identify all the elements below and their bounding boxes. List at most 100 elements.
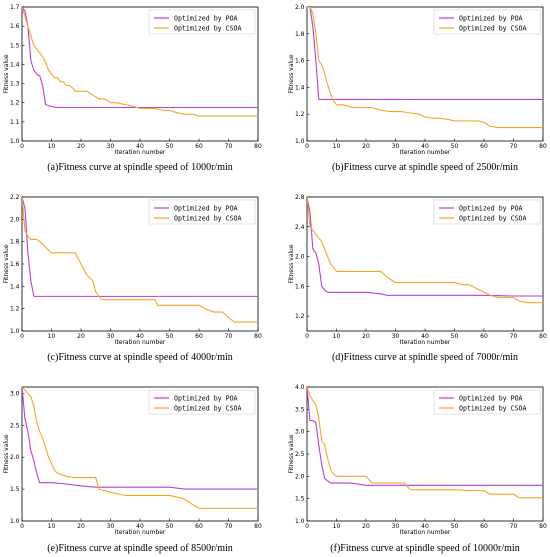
y-tick-label: 1.0 [10, 328, 20, 335]
chart-panel-5: 0 10 20 30 40 50 60 70 80 1.0 1.5 2.0 2.5 3.0 3.5 4.0 It… [288, 384, 547, 554]
legend-entry: Optimized by CSOA [174, 214, 242, 222]
x-tick-label: 30 [107, 333, 115, 340]
y-tick-label: 1.2 [10, 100, 20, 107]
x-tick-label: 70 [510, 333, 518, 340]
x-tick-label: 70 [510, 523, 518, 530]
x-tick-label: 10 [48, 523, 56, 530]
x-tick-label: 20 [77, 333, 85, 340]
x-axis-label: Iteration number [400, 339, 451, 346]
y-tick-label: 3.0 [10, 390, 20, 397]
x-tick-label: 70 [510, 143, 518, 150]
x-tick-label: 70 [225, 333, 233, 340]
series-line-csoa [307, 7, 543, 129]
x-tick-label: 40 [136, 143, 144, 150]
x-tick-label: 50 [451, 143, 459, 150]
x-tick-label: 0 [20, 333, 24, 340]
series-line-csoa [22, 387, 258, 509]
x-axis-label: Iteration number [115, 339, 166, 346]
y-tick-label: 1.0 [295, 138, 305, 145]
x-tick-label: 20 [362, 523, 370, 530]
x-tick-label: 60 [195, 143, 203, 150]
y-axis-label: Fitness value [3, 244, 10, 283]
x-tick-label: 0 [305, 143, 309, 150]
y-axis-label: Fitness value [288, 54, 295, 93]
x-tick-label: 0 [305, 523, 309, 530]
y-axis-label: Fitness value [3, 434, 10, 473]
y-tick-label: 2.0 [10, 454, 20, 461]
y-tick-label: 1.0 [10, 518, 20, 525]
x-tick-label: 30 [392, 523, 400, 530]
series-line-poa [307, 197, 543, 297]
x-tick-label: 30 [107, 143, 115, 150]
legend-entry: Optimized by POA [459, 14, 523, 22]
x-tick-label: 60 [480, 143, 488, 150]
x-tick-label: 20 [362, 143, 370, 150]
x-tick-label: 10 [333, 333, 341, 340]
y-tick-label: 1.2 [295, 313, 305, 320]
y-tick-label: 2.0 [295, 4, 305, 11]
x-tick-label: 50 [166, 523, 174, 530]
series-line-csoa [22, 7, 258, 117]
x-tick-label: 10 [333, 143, 341, 150]
y-axis-label: Fitness value [288, 434, 295, 473]
legend-entry: Optimized by CSOA [459, 24, 527, 32]
x-tick-label: 60 [480, 333, 488, 340]
y-tick-label: 4.0 [295, 384, 305, 391]
y-tick-label: 1.5 [295, 496, 305, 503]
series-line-poa [22, 387, 258, 490]
x-tick-label: 50 [166, 333, 174, 340]
legend-box [148, 9, 256, 35]
chart-panel-2: 0 10 20 30 40 50 60 70 80 1.0 1.2 1.4 1.6 1.8 2.0 2.2 It… [3, 194, 262, 363]
chart-panel-0: 0 10 20 30 40 50 60 70 80 1.0 1.1 1.2 1.3 1.4 1.5 1.6 1.… [3, 4, 262, 173]
legend-entry: Optimized by POA [174, 204, 238, 212]
x-tick-label: 20 [77, 523, 85, 530]
series-line-poa [22, 197, 258, 297]
x-tick-label: 50 [166, 143, 174, 150]
x-tick-label: 50 [451, 523, 459, 530]
x-tick-label: 60 [195, 333, 203, 340]
y-tick-label: 2.5 [10, 422, 20, 429]
y-tick-label: 2.0 [295, 254, 305, 261]
series-line-poa [22, 7, 258, 109]
y-tick-label: 1.2 [10, 306, 20, 313]
y-tick-label: 1.6 [295, 58, 305, 65]
x-tick-label: 30 [107, 523, 115, 530]
x-tick-label: 80 [254, 143, 262, 150]
series-line-poa [307, 387, 543, 486]
x-tick-label: 10 [48, 143, 56, 150]
y-tick-label: 1.4 [295, 84, 305, 91]
x-tick-label: 40 [421, 333, 429, 340]
x-tick-label: 70 [225, 523, 233, 530]
x-tick-label: 80 [539, 143, 547, 150]
chart-panel-4: 0 10 20 30 40 50 60 70 80 1.0 1.5 2.0 2.5 3.0 Iteratio… [3, 386, 262, 554]
series-line-csoa [307, 387, 543, 499]
chart-caption: (c)Fitness curve at spindle speed of 400… [47, 352, 233, 363]
legend-entry: Optimized by POA [459, 394, 523, 402]
y-tick-label: 3.5 [295, 406, 305, 413]
y-tick-label: 2.4 [295, 224, 305, 231]
chart-caption: (d)Fitness curve at spindle speed of 700… [332, 352, 518, 363]
y-tick-label: 1.4 [10, 61, 20, 68]
legend-box [433, 199, 541, 225]
x-tick-label: 0 [20, 143, 24, 150]
x-tick-label: 60 [195, 523, 203, 530]
y-tick-label: 2.0 [10, 216, 20, 223]
y-axis-label: Fitness value [3, 54, 10, 93]
y-tick-label: 1.5 [10, 486, 20, 493]
x-tick-label: 30 [392, 143, 400, 150]
legend-entry: Optimized by CSOA [174, 404, 242, 412]
x-tick-label: 0 [20, 523, 24, 530]
legend-entry: Optimized by CSOA [174, 24, 242, 32]
x-tick-label: 80 [539, 333, 547, 340]
x-axis-label: Iteration number [400, 149, 451, 156]
x-tick-label: 70 [225, 143, 233, 150]
x-axis-label: Iteration number [115, 529, 166, 536]
x-tick-label: 10 [333, 523, 341, 530]
x-tick-label: 40 [136, 333, 144, 340]
y-tick-label: 1.4 [10, 283, 20, 290]
x-tick-label: 20 [77, 143, 85, 150]
y-tick-label: 1.8 [295, 31, 305, 38]
legend-entry: Optimized by POA [459, 204, 523, 212]
legend-box [433, 389, 541, 415]
